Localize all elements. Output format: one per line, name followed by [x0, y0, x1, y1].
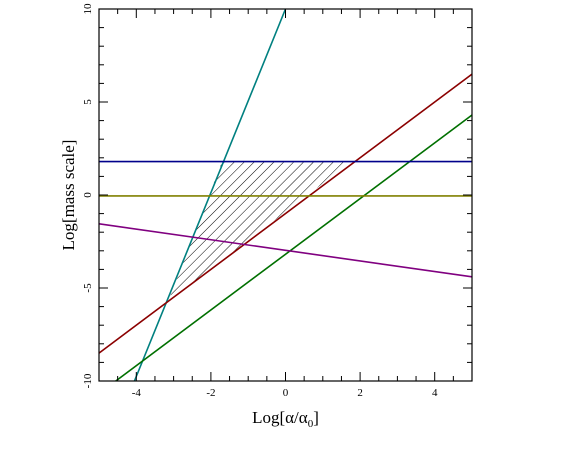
series-line-3: [115, 114, 472, 381]
x-axis-label-subscript: 0: [308, 418, 314, 430]
x-tick-label: -4: [132, 387, 142, 399]
x-tick-label: 0: [283, 387, 289, 399]
x-axis-label-main: Log[α/α: [252, 408, 308, 427]
y-tick-label: 10: [82, 3, 94, 15]
x-tick-label: 2: [357, 387, 363, 399]
y-tick-label: 0: [82, 192, 94, 198]
x-axis-label-suffix: ]: [313, 408, 319, 427]
series-line-2: [99, 73, 472, 354]
series-layer: [99, 9, 472, 381]
tick-labels-layer: -4 -2 0 2 4 -10 -5 0 5 10: [82, 3, 438, 399]
x-tick-label: 4: [432, 387, 438, 399]
y-tick-label: -5: [82, 283, 94, 293]
x-axis-label: Log[α/α0]: [252, 408, 319, 430]
x-tick-label: -2: [206, 387, 215, 399]
plot-frame: [98, 8, 473, 382]
y-tick-label: -10: [82, 373, 94, 388]
series-line-6: [99, 223, 472, 278]
y-axis-label: Log[mass scale]: [59, 140, 78, 251]
series-line-1: [133, 9, 287, 381]
y-tick-label: 5: [82, 99, 94, 105]
